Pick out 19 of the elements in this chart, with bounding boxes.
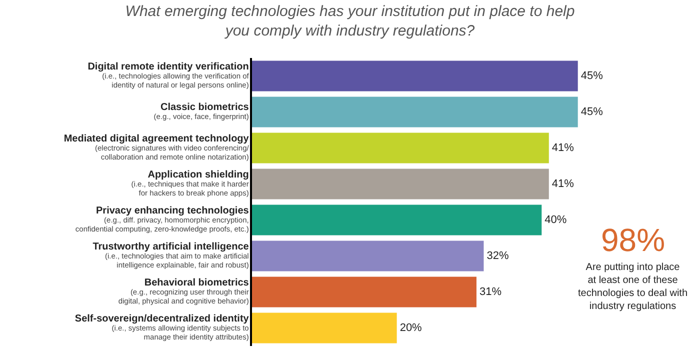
text: 98%	[601, 222, 666, 258]
bar	[252, 60, 578, 92]
data-label: 41%	[552, 142, 574, 154]
data-label: 45%	[580, 70, 604, 82]
data-label: 41%	[552, 178, 574, 190]
data-label: 31%	[479, 286, 502, 298]
bar	[252, 312, 397, 344]
bar	[252, 204, 542, 236]
bar	[252, 240, 484, 272]
data-label: 32%	[486, 250, 509, 262]
text: Are putting into place at least one of these technologies to deal with industry regulations	[578, 262, 688, 312]
bar	[252, 168, 549, 200]
data-label: 45%	[580, 106, 604, 118]
bar	[252, 276, 476, 308]
data-label: 40%	[544, 214, 567, 226]
chart-title: What emerging technologies has your institution put in place to help you comply with industry regulations?	[125, 2, 575, 40]
bar	[252, 132, 549, 164]
data-label: 20%	[400, 322, 422, 334]
bar	[252, 96, 578, 128]
